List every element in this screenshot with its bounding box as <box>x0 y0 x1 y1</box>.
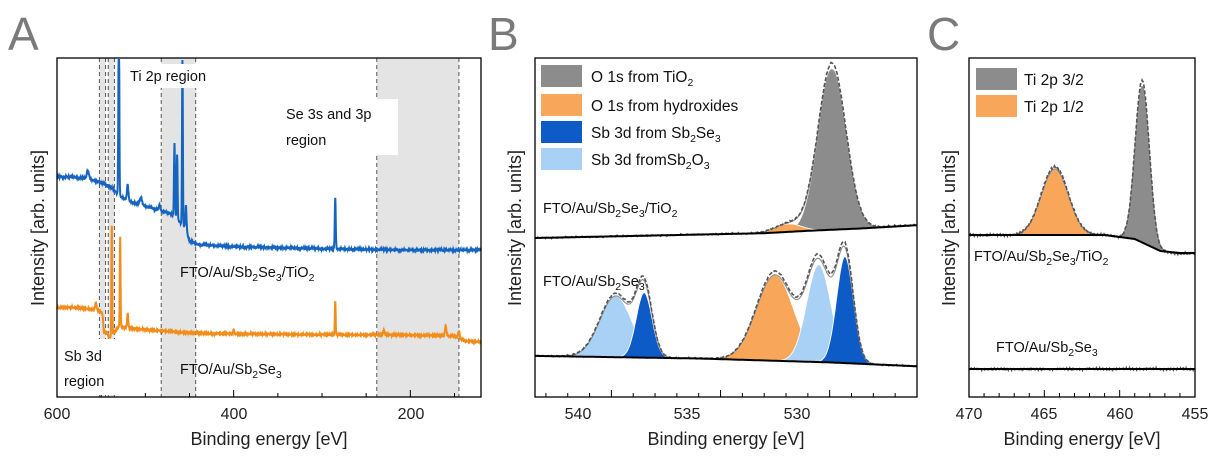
x-axis-label-a: Binding energy [eV] <box>190 429 347 449</box>
legend-swatch-b-o1s-hydroxides <box>541 94 582 116</box>
legend-label-b-o1s-tio2: O 1s from TiO2 <box>591 69 693 89</box>
tick-label-a-600: 600 <box>44 406 71 423</box>
shaded-region <box>99 58 106 397</box>
y-axis-label-a: Intensity [arb. units] <box>28 150 48 306</box>
tick-label-b-540: 540 <box>565 406 592 423</box>
spectra-c <box>968 77 1196 373</box>
tick-label-b-535: 535 <box>674 406 701 423</box>
curve-label-a-top: FTO/Au/Sb2Se3/TiO2 <box>180 265 315 284</box>
fit-component <box>1011 168 1098 236</box>
x-axis-label-b: Binding energy [eV] <box>647 429 804 449</box>
legend-swatch-b-sb3d-sb2se3 <box>541 121 582 143</box>
measured-spectrum <box>534 240 918 368</box>
annotation-se-line2: region <box>286 133 326 149</box>
y-axis-label-c: Intensity [arb. units] <box>939 150 959 306</box>
curve-label-a-bottom: FTO/Au/Sb2Se3 <box>180 362 282 381</box>
tick-label-c-460: 460 <box>1107 406 1134 423</box>
tick-label-c-465: 465 <box>1031 406 1058 423</box>
annotation-box-se <box>280 99 398 155</box>
panel-letter-c: C <box>927 8 960 60</box>
legend-label-c-ti2p32: Ti 2p 3/2 <box>1024 72 1084 89</box>
tick-label-a-400: 400 <box>221 406 248 423</box>
tick-label-c-470: 470 <box>956 406 983 423</box>
curve-label-b-top: FTO/Au/Sb2Se3/TiO2 <box>543 201 678 220</box>
annotation-box-ti2p <box>125 64 225 88</box>
legend-label-b-o1s-hydroxides: O 1s from hydroxides <box>591 98 739 115</box>
region-shading <box>98 58 460 397</box>
background-line <box>969 234 1195 254</box>
x-ticks-c <box>968 390 1196 397</box>
shaded-region <box>161 58 196 397</box>
plot-frame-b <box>534 57 918 398</box>
spectrum-line-sb2se3 <box>56 225 482 346</box>
curve-label-b-bottom: FTO/Au/Sb2Se3 <box>543 274 645 293</box>
panel-b: B 540 535 530 Binding energy [eV] Intens… <box>488 8 918 449</box>
background-line <box>535 354 917 368</box>
tick-label-a-200: 200 <box>398 406 425 423</box>
x-ticks-b <box>545 390 918 397</box>
y-axis-label-b: Intensity [arb. units] <box>505 150 525 306</box>
annotation-box-sb3d <box>60 339 118 395</box>
tick-label-c-455: 455 <box>1182 406 1209 423</box>
legend-label-c-ti2p12: Ti 2p 1/2 <box>1024 99 1084 116</box>
tick-label-b-530: 530 <box>784 406 811 423</box>
panel-c: C 470 465 460 455 Binding energy [eV] In… <box>927 8 1208 449</box>
legend-swatch-c-ti2p12 <box>976 95 1017 117</box>
curve-label-c-top: FTO/Au/Sb2Se3/TiO2 <box>974 249 1109 268</box>
background-line <box>535 224 917 239</box>
plot-frame-c <box>968 57 1196 398</box>
annotation-se-line1: Se 3s and 3p <box>286 107 371 123</box>
legend-swatch-b-sb3d-sb2o3 <box>541 148 582 170</box>
fit-component <box>782 69 882 233</box>
legend-label-b-sb3d-sb2se3: Sb 3d from Sb2Se3 <box>591 125 721 145</box>
spectra-a <box>56 59 482 346</box>
spectrum-line-tio2 <box>56 59 482 255</box>
plot-frame-a <box>56 57 482 398</box>
panel-letter-b: B <box>488 8 519 60</box>
legend-swatch-c-ti2p32 <box>976 68 1017 90</box>
x-axis-label-c: Binding energy [eV] <box>1003 429 1160 449</box>
curve-label-c-bottom: FTO/Au/Sb2Se3 <box>996 340 1098 359</box>
panel-letter-a: A <box>8 8 39 60</box>
x-ticks-a <box>56 390 455 397</box>
legend-label-b-sb3d-sb2o3: Sb 3d fromSb2O3 <box>591 152 710 172</box>
panel-a: A 600 400 200 Binding energy [eV] Intens… <box>8 8 482 449</box>
annotation-sb3d-line1: Sb 3d <box>64 349 102 365</box>
annotation-sb3d-line2: region <box>64 374 104 390</box>
legend-swatch-b-o1s-tio2 <box>541 65 582 87</box>
annotation-ti2p-region: Ti 2p region <box>130 69 206 85</box>
spectra-b <box>534 61 918 368</box>
